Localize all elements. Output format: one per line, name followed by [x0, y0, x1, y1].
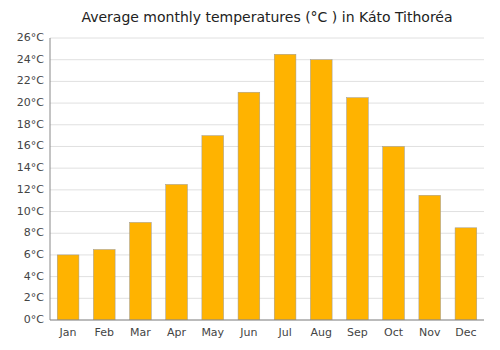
bars: [57, 54, 477, 320]
grid-line: [50, 320, 484, 321]
bar: [419, 195, 441, 320]
y-tick-label: 22°C: [17, 74, 44, 87]
y-tick-label: 18°C: [17, 118, 44, 131]
grid-line: [50, 38, 484, 39]
x-tick-label: May: [201, 326, 224, 339]
title: Average monthly temperatures (°C ) in Ká…: [81, 9, 452, 25]
x-tick-label: Dec: [455, 326, 476, 339]
x-tick-label: Mar: [130, 326, 151, 339]
bar: [166, 184, 188, 320]
y-tick-label: 4°C: [24, 270, 44, 283]
y-tick-label: 24°C: [17, 53, 44, 66]
y-axis: 0°C 2°C 4°C 6°C 8°C 10°C 12°C 14°C 16°C 18°C 20°C 2…: [17, 31, 44, 326]
bar: [310, 60, 332, 320]
bar: [202, 136, 224, 320]
y-tick-label: 12°C: [17, 183, 44, 196]
grid-line: [50, 168, 484, 169]
bar: [455, 228, 477, 320]
x-tick-label: Aug: [311, 326, 332, 339]
x-tick-label: Sep: [347, 326, 368, 339]
y-axis-line: [50, 38, 51, 320]
bar: [238, 92, 260, 320]
x-tick-label: Feb: [95, 326, 114, 339]
grid-line: [50, 103, 484, 104]
x-tick-label: Nov: [419, 326, 441, 339]
x-tick-label: Jul: [277, 326, 291, 339]
grid-line: [50, 59, 484, 60]
bar: [383, 146, 405, 320]
background: [0, 0, 500, 350]
grid: [50, 38, 484, 320]
y-tick-label: 6°C: [24, 248, 44, 261]
y-tick-label: 0°C: [24, 313, 44, 326]
y-tick-label: 16°C: [17, 139, 44, 152]
y-tick-label: 26°C: [17, 31, 44, 44]
x-axis: Jan Feb Mar Apr May Jun Jul Aug Sep Oct Nov Dec: [59, 326, 477, 339]
y-tick-label: 10°C: [17, 205, 44, 218]
bar: [57, 255, 79, 320]
y-tick-label: 8°C: [24, 226, 44, 239]
y-tick-label: 14°C: [17, 161, 44, 174]
bar: [130, 222, 152, 320]
bar: [93, 250, 115, 321]
x-tick-label: Apr: [167, 326, 187, 339]
x-tick-label: Oct: [384, 326, 404, 339]
bar: [347, 98, 369, 320]
bar: [274, 54, 296, 320]
chart: 0°C 2°C 4°C 6°C 8°C 10°C 12°C 14°C 16°C 18°C 20°C 2…: [0, 0, 500, 350]
grid-line: [50, 124, 484, 125]
x-axis-line: [50, 320, 484, 321]
x-tick-label: Jan: [59, 326, 77, 339]
x-tick-label: Jun: [239, 326, 257, 339]
grid-line: [50, 81, 484, 82]
grid-line: [50, 189, 484, 190]
y-tick-label: 20°C: [17, 96, 44, 109]
y-tick-label: 2°C: [24, 291, 44, 304]
grid-line: [50, 146, 484, 147]
